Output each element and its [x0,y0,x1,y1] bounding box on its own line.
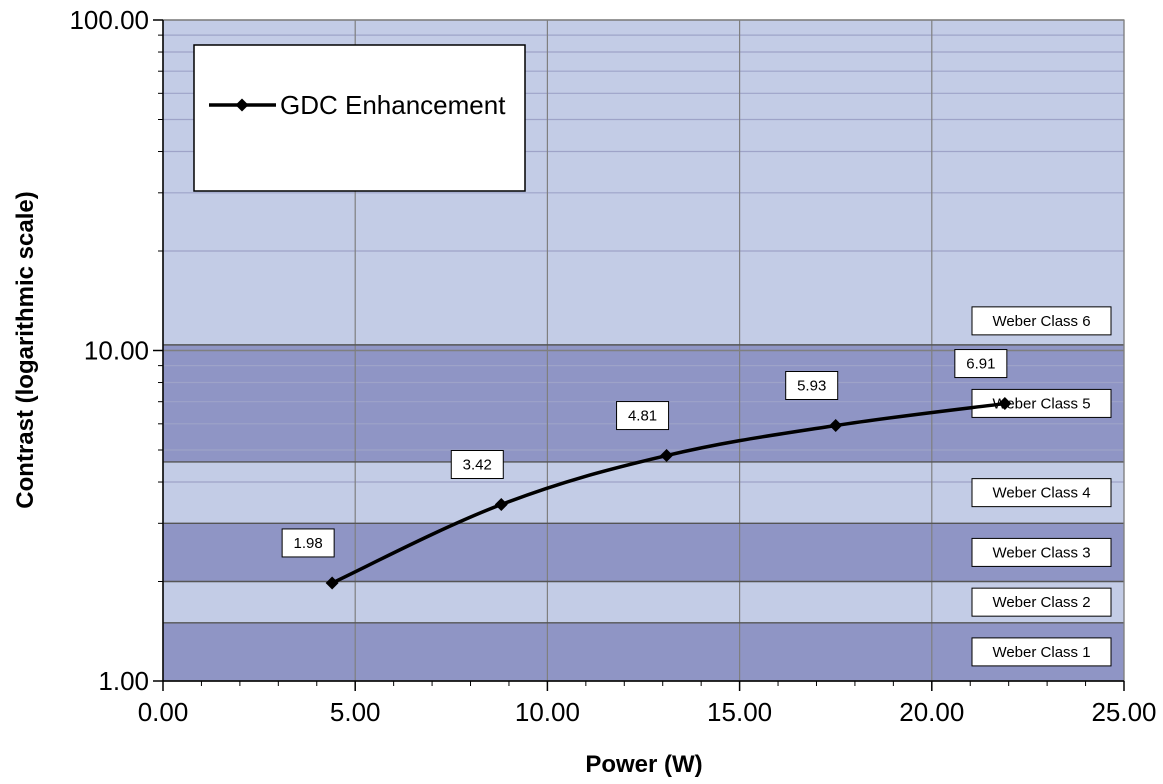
weber-class-label: Weber Class 6 [992,313,1090,330]
weber-band-2 [163,581,1124,623]
legend: GDC Enhancement [193,44,526,192]
x-axis-title: Power (W) [585,751,702,778]
x-tick-label: 15.00 [707,697,772,727]
legend-marker [235,98,249,112]
data-label: 5.93 [797,378,826,395]
weber-class-label: Weber Class 4 [992,485,1090,502]
weber-class-label-box [971,478,1112,508]
data-point-marker [998,397,1012,411]
data-point-marker [829,419,843,433]
x-tick-label: 0.00 [138,697,189,727]
weber-class-label-box [971,306,1112,336]
data-label: 1.98 [294,535,323,552]
weber-class-label: Weber Class 1 [992,644,1090,661]
data-label: 6.91 [966,356,995,373]
x-tick-label: 10.00 [515,697,580,727]
y-tick-label: 1.00 [98,666,149,696]
weber-class-label-box [971,637,1112,667]
data-label: 3.42 [463,457,492,474]
data-point-marker [494,498,508,512]
legend-box [193,44,526,192]
data-label-box [281,528,335,558]
data-label: 4.81 [628,408,657,425]
axes: 1.00 10.00 100.00 0.00 5.00 10.00 15.00 20.00 25… [69,5,1156,727]
weber-class-label-box [971,587,1112,617]
y-tick-label: 100.00 [69,5,149,35]
x-tick-label: 5.00 [330,697,381,727]
weber-class-label: Weber Class 3 [992,544,1090,561]
data-point-marker [325,576,339,590]
weber-band-4 [163,461,1124,524]
weber-class-label: Weber Class 2 [992,594,1090,611]
y-axis-title: Contrast (logarithmic scale) [12,191,39,508]
series: Weber Class 1 Weber Class 2 Weber Class 3 W… [281,306,1112,667]
data-point-marker [660,449,674,463]
weber-class-label-box [971,537,1112,567]
x-tick-label: 25.00 [1091,697,1156,727]
data-label-box [616,401,670,431]
data-label-box [785,371,839,401]
y-tick-label: 10.00 [84,336,149,366]
x-tick-label: 20.00 [899,697,964,727]
weber-band-1 [163,622,1124,681]
legend-label: GDC Enhancement [280,90,506,120]
data-label-box [954,349,1008,379]
data-label-box [450,450,504,480]
weber-class-label: Weber Class 5 [992,395,1090,412]
